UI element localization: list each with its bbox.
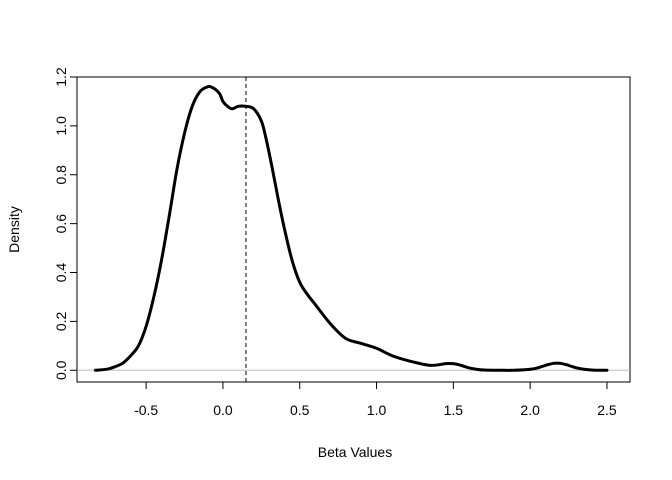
x-axis: -0.5 0.0 0.5 1.0 1.5 2.0 2.5 — [134, 381, 617, 418]
plot-frame — [76, 76, 631, 383]
density-curve — [93, 84, 609, 372]
x-tick-label: 1.5 — [444, 402, 464, 418]
x-tick-label: 2.5 — [597, 402, 617, 418]
x-tick-label: 1.0 — [367, 402, 387, 418]
x-tick-label: -0.5 — [134, 402, 158, 418]
y-tick-label: 1.0 — [53, 116, 69, 136]
y-tick-label: 0.4 — [53, 263, 69, 283]
x-axis-label: Beta Values — [318, 444, 392, 460]
y-tick-label: 0.8 — [53, 165, 69, 185]
x-tick-label: 0.5 — [290, 402, 310, 418]
y-axis-label: Density — [6, 206, 22, 253]
y-tick-label: 0.6 — [53, 214, 69, 234]
y-tick-label: 0.0 — [53, 360, 69, 380]
y-tick-label: 0.2 — [53, 311, 69, 331]
y-axis: 0.0 0.2 0.4 0.6 0.8 1.0 1.2 — [53, 67, 78, 380]
x-tick-label: 2.0 — [520, 402, 540, 418]
y-tick-label: 1.2 — [53, 67, 69, 87]
x-tick-label: 0.0 — [213, 402, 233, 418]
